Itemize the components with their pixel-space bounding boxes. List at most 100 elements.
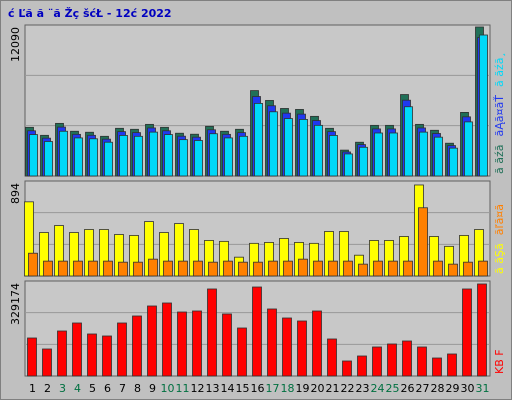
bar [448,263,458,277]
x-tick-label: 16 [251,382,265,395]
bar [44,141,53,177]
bar [267,308,277,377]
x-tick-label: 2 [44,382,51,395]
bar [434,136,443,177]
bar [447,353,457,377]
x-tick-label: 29 [446,382,460,395]
bar [102,335,112,377]
legend-label: ăľă¤ă [493,204,506,235]
x-tick-label: 8 [134,382,141,395]
bar [29,134,38,177]
bar [162,302,172,377]
bar [404,106,413,177]
x-tick-label: 25 [386,382,400,395]
y-tick-label: 12090 [9,27,22,62]
bar [253,261,263,277]
bar [89,138,98,177]
bar [118,261,128,277]
bar [432,357,442,377]
legend-label: ăĄă¤ăŤ [493,95,506,137]
bar [147,305,157,377]
bar [343,260,353,277]
bar [132,315,142,377]
bar [477,283,487,377]
bar [328,260,338,277]
bar [224,137,233,177]
bar [134,135,143,177]
bar [374,132,383,177]
bar [254,103,263,177]
bar [207,288,217,377]
bar [357,355,367,377]
bar [133,261,143,277]
bar [388,260,398,277]
bar [72,322,82,377]
bar [192,310,202,377]
bar [389,132,398,177]
bar [433,260,443,277]
x-tick-label: 24 [371,382,385,395]
bar [237,327,247,377]
legend-label: KB F [493,349,506,374]
x-tick-label: 1 [29,382,36,395]
bar [148,258,158,277]
bar [282,317,292,377]
bar [87,333,97,377]
x-tick-label: 20 [311,382,325,395]
bar [344,153,353,177]
bar [88,260,98,277]
x-tick-label: 31 [476,382,490,395]
bar [58,260,68,277]
legend-label: ă ăźă¸ [493,52,506,87]
y-tick-label: 894 [9,183,22,204]
x-tick-label: 6 [104,382,111,395]
bar [252,286,262,377]
bar [359,146,368,177]
bar [239,135,248,177]
x-tick-label: 10 [161,382,175,395]
bar [297,320,307,377]
bar [104,141,113,177]
x-tick-label: 22 [341,382,355,395]
bar [403,260,413,277]
bar [103,260,113,277]
bar [342,360,352,377]
bar [269,111,278,177]
bar [57,330,67,377]
x-tick-label: 21 [326,382,340,395]
bar [327,338,337,377]
x-tick-label: 27 [416,382,430,395]
bar [268,260,278,277]
bar [178,260,188,277]
bar [373,260,383,277]
x-tick-label: 26 [401,382,415,395]
x-tick-label: 14 [221,382,235,395]
bar [418,207,428,277]
x-tick-label: 15 [236,382,250,395]
bar [358,263,368,277]
bar [283,260,293,277]
x-tick-label: 13 [206,382,220,395]
y-tick-label: 329174 [9,283,22,325]
legend-label: ă ăźă [493,145,506,175]
x-tick-label: 17 [266,382,280,395]
chart-title: ć Ľă ă ¨ă Žç šćŁ - 12ć 2022 [8,7,172,20]
bar [298,258,308,277]
bar [42,348,52,377]
bar [478,260,488,277]
bar [417,346,427,377]
bar [208,261,218,277]
bar [222,313,232,377]
x-tick-label: 11 [176,382,190,395]
bar [314,124,323,177]
bar [387,343,397,377]
x-tick-label: 3 [59,382,66,395]
legend-label: ă ăŞă [493,243,506,274]
x-tick-label: 30 [461,382,475,395]
x-tick-label: 28 [431,382,445,395]
bar [464,121,473,177]
bar [59,130,68,177]
x-tick-label: 7 [119,382,126,395]
x-tick-label: 19 [296,382,310,395]
bar [149,131,158,177]
